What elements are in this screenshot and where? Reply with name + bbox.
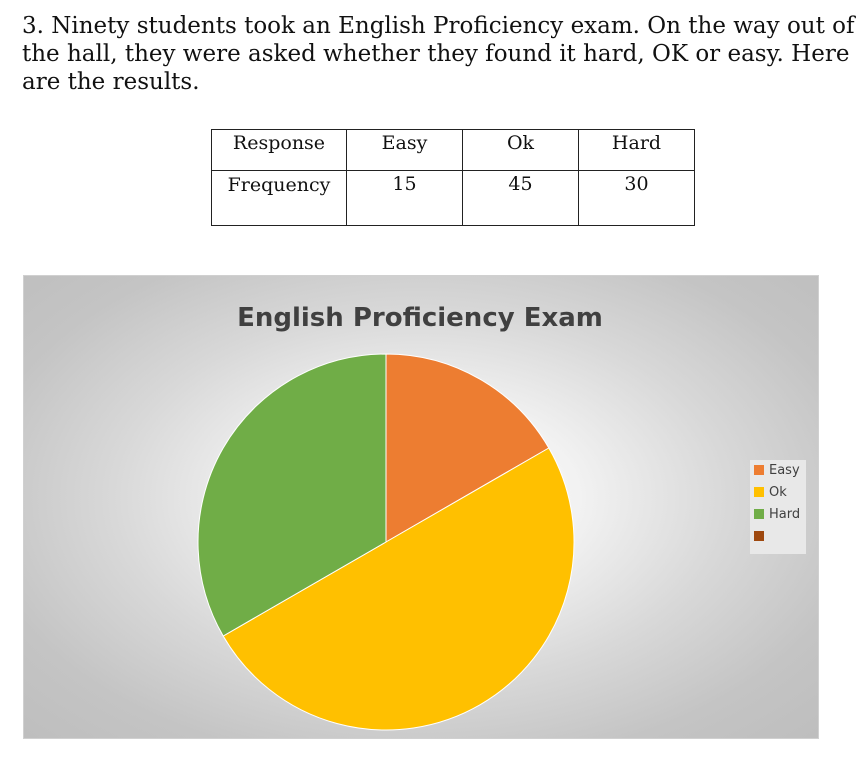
frequency-table: Response Easy Ok Hard Frequency 15 45 30: [211, 129, 695, 226]
pie-slice-easy: [385, 353, 550, 543]
table-header-cell: Hard: [578, 129, 695, 171]
pie-chart-svg: English Proficiency Exam Easy Ok Hard: [197, 303, 806, 731]
question-text: 3. Ninety students took an English Profi…: [22, 13, 855, 95]
chart-legend: Easy Ok Hard: [750, 460, 806, 554]
table-cell: 30: [578, 170, 695, 226]
legend-label: Ok: [769, 485, 787, 500]
chart-title: English Proficiency Exam: [237, 303, 603, 333]
table-header-cell: Ok: [462, 129, 579, 171]
table-row-label: Frequency: [227, 174, 331, 196]
legend-label: Easy: [769, 463, 800, 478]
pie-slices: [197, 353, 575, 731]
legend-swatch: [754, 531, 764, 541]
legend-label: Hard: [769, 507, 800, 522]
table-cell: 45: [462, 170, 579, 226]
table-header-cell: Easy: [346, 129, 463, 171]
pie-chart: English Proficiency Exam Easy Ok Hard: [23, 275, 819, 739]
table-header-cell: Response: [211, 129, 347, 171]
pie-slice-hard: [197, 353, 387, 637]
legend-swatch: [754, 465, 764, 475]
pie-slice-ok: [222, 447, 575, 731]
table-row-label-cell: Frequency: [211, 170, 347, 226]
table-row: Frequency 15 45 30: [211, 170, 695, 226]
table-cell: 15: [346, 170, 463, 226]
legend-swatch: [754, 487, 764, 497]
legend-swatch: [754, 509, 764, 519]
table-header-row: Response Easy Ok Hard: [211, 129, 695, 171]
